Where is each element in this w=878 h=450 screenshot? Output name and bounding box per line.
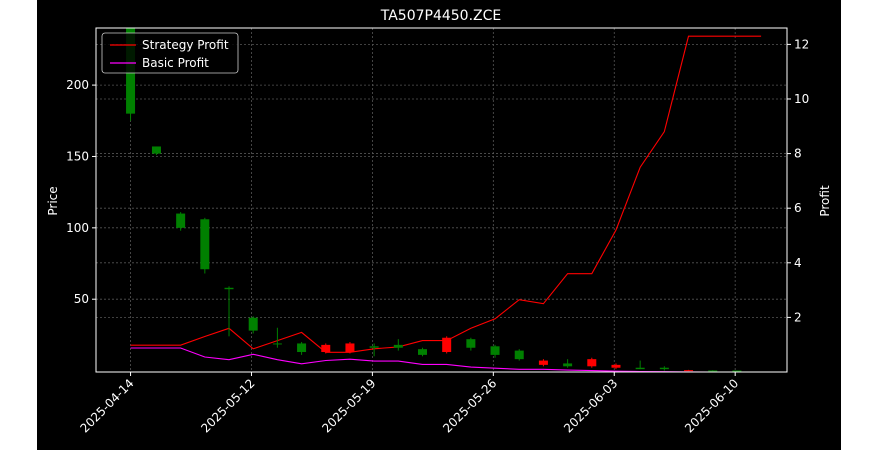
x-tick-label: 2025-05-26 <box>440 376 499 435</box>
right-y-tick-label: 2 <box>794 310 802 324</box>
candle-body <box>466 339 476 348</box>
profit-lines <box>130 35 762 373</box>
x-axis-ticks: 2025-04-14 2025-05-12 2025-05-19 2025-05-26… <box>77 372 741 435</box>
right-y-tick-label: 4 <box>794 256 802 270</box>
candle-body <box>490 346 500 355</box>
x-tick-label: 2025-05-19 <box>319 376 378 435</box>
right-y-tick-label: 6 <box>794 201 802 215</box>
right-y-axis-ticks: 2 4 6 8 10 12 <box>787 37 809 324</box>
x-tick-label: 2025-04-14 <box>77 376 136 435</box>
chart-canvas: 2025-04-14 2025-05-12 2025-05-19 2025-05-26… <box>46 8 832 435</box>
strategy-profit-line <box>130 35 762 353</box>
candle-body <box>538 360 548 365</box>
candle-body <box>369 346 379 348</box>
candle-body <box>151 146 161 154</box>
candle-body <box>224 287 234 290</box>
right-y-tick-label: 12 <box>794 37 809 51</box>
x-tick-label: 2025-06-03 <box>561 376 620 435</box>
left-y-axis-ticks: 50 100 150 200 <box>66 78 96 306</box>
candle-body <box>417 349 427 355</box>
plot-frame <box>95 27 788 373</box>
left-y-tick-label: 100 <box>66 221 89 235</box>
candle-body <box>442 337 452 353</box>
candle-body <box>514 350 524 360</box>
left-axis-label: Price <box>46 186 60 215</box>
chart-title: TA507P4450.ZCE <box>380 8 502 24</box>
left-y-tick-label: 150 <box>66 149 89 163</box>
legend-label: Strategy Profit <box>142 38 229 52</box>
right-axis-label: Profit <box>818 185 832 217</box>
candle-body <box>200 219 210 270</box>
right-y-tick-label: 8 <box>794 147 802 161</box>
legend: Strategy Profit Basic Profit <box>101 32 239 74</box>
candle-body <box>248 317 258 331</box>
candle-body <box>272 343 282 345</box>
x-tick-label: 2025-05-12 <box>198 376 257 435</box>
legend-label: Basic Profit <box>142 56 209 70</box>
candle-body <box>587 359 597 367</box>
candle-body <box>393 344 403 348</box>
candle-body <box>659 367 669 370</box>
candle-body <box>611 364 621 368</box>
candle-body <box>345 343 355 353</box>
candle-body <box>684 370 694 372</box>
candle-body <box>635 367 645 370</box>
right-y-tick-label: 10 <box>794 92 809 106</box>
candle-body <box>176 213 186 228</box>
candle-body <box>708 370 718 372</box>
grid-lines <box>96 28 787 372</box>
candle-body <box>297 343 307 353</box>
candle-body <box>321 344 331 353</box>
chart-figure: 2025-04-14 2025-05-12 2025-05-19 2025-05-26… <box>37 0 841 450</box>
x-tick-label: 2025-06-10 <box>682 376 741 435</box>
candle-body <box>563 363 573 367</box>
left-y-tick-label: 50 <box>74 292 89 306</box>
candle-body <box>732 370 742 372</box>
left-y-tick-label: 200 <box>66 78 89 92</box>
candlesticks <box>126 28 742 372</box>
